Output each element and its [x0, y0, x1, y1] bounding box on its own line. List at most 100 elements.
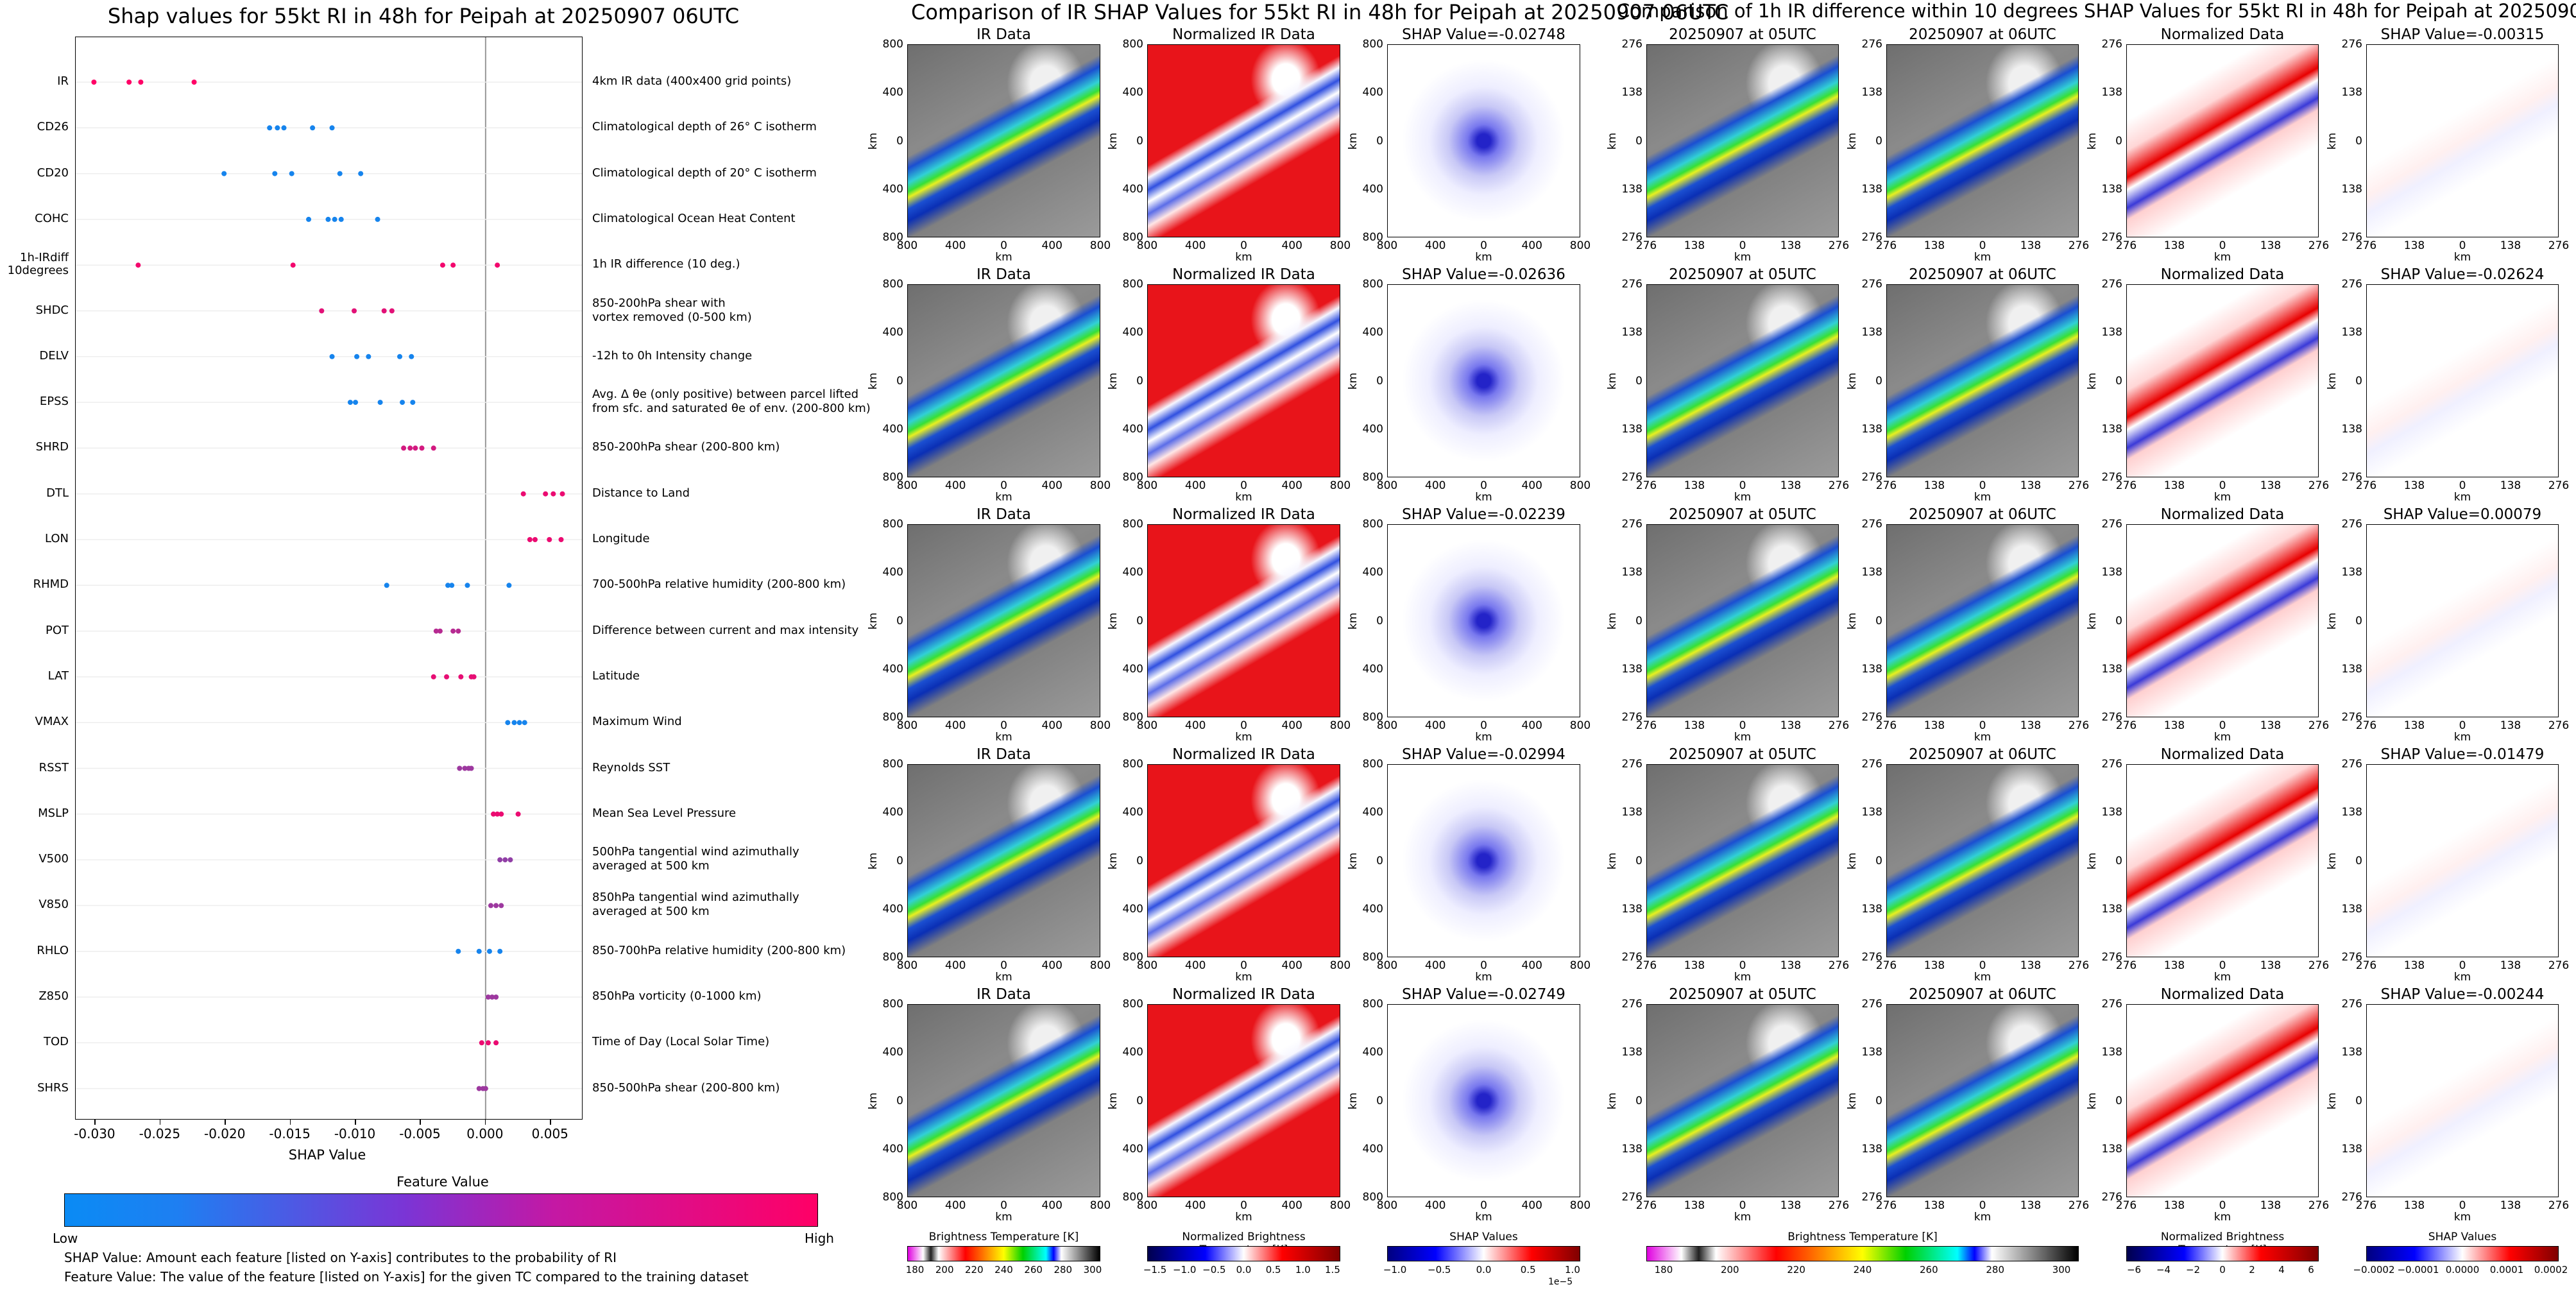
x-tick-label: 400 — [1425, 239, 1446, 252]
x-tick-label: 138 — [2500, 719, 2521, 732]
x-tick-label: -0.030 — [74, 1126, 115, 1141]
y-tick-label: 800 — [882, 471, 903, 484]
y-tick-label: 276 — [2341, 1191, 2362, 1204]
shap-point — [486, 948, 492, 954]
feature-description: 850hPa vorticity (0-1000 km) — [592, 989, 762, 1003]
y-axis-label: km — [1606, 612, 1619, 629]
ir-data-panel — [907, 524, 1100, 717]
feature-name: RSST — [38, 760, 69, 774]
colorbar — [1387, 1246, 1580, 1261]
feature-description: 850-700hPa relative humidity (200-800 km… — [592, 943, 846, 957]
x-tick-label: 0 — [1240, 959, 1247, 972]
y-axis-label: km — [867, 1092, 880, 1109]
x-axis-label: km — [1235, 251, 1252, 264]
shap-point — [505, 720, 511, 726]
y-tick-label: 138 — [1621, 1142, 1642, 1156]
x-tick-label: 138 — [2020, 719, 2042, 732]
shap-point — [497, 857, 503, 863]
normalized-diff-panel-title: Normalized Data — [2160, 266, 2285, 283]
y-tick-label: 800 — [1122, 951, 1143, 964]
x-tick-label: 138 — [1923, 719, 1945, 732]
y-tick-label: 0 — [2115, 374, 2122, 388]
x-tick-label: 0 — [1240, 479, 1247, 492]
colorbar-tick: 1.0 — [1565, 1264, 1580, 1276]
normalized-ir-panel-title: Normalized IR Data — [1172, 266, 1315, 283]
x-tick-label: 400 — [1521, 1199, 1542, 1212]
colorbar-tick: 0.0 — [1476, 1264, 1492, 1276]
shap-point — [400, 400, 405, 405]
y-axis-label: km — [1606, 1092, 1619, 1109]
ir-shap-panel-title: SHAP Value=-0.02994 — [1402, 746, 1565, 763]
shap-point — [476, 1086, 482, 1091]
x-tick-label: 0 — [1240, 1199, 1247, 1212]
x-tick-label: 0 — [1240, 719, 1247, 732]
colorbar-tick: 0 — [2219, 1264, 2226, 1276]
y-tick-label: 800 — [1362, 951, 1383, 964]
ir-shap-panel-title: SHAP Value=-0.02749 — [1402, 986, 1565, 1003]
x-axis-label: km — [1974, 1211, 1992, 1224]
shap-point — [495, 811, 500, 817]
feature-name: EPSS — [39, 395, 69, 409]
y-axis-label: km — [1846, 372, 1859, 389]
y-tick-label: 276 — [1621, 711, 1642, 724]
shap-point — [267, 125, 273, 131]
x-tick-mark — [355, 1120, 356, 1125]
y-axis-label: km — [1606, 132, 1619, 149]
x-tick-mark — [550, 1120, 551, 1125]
shap-point — [353, 400, 359, 405]
feature-description: 500hPa tangential wind azimuthally avera… — [592, 845, 799, 873]
irdiff-shap-panel — [2366, 764, 2559, 957]
colorbar-tick: 0.0002 — [2534, 1264, 2568, 1276]
ir-data-panel-title: IR Data — [977, 26, 1031, 43]
y-tick-label: 276 — [1861, 231, 1882, 244]
x-tick-label: 276 — [1828, 479, 1850, 492]
x-tick-label: 138 — [2163, 479, 2185, 492]
colorbar-label: Brightness Temperature [K] — [928, 1231, 1079, 1243]
feature-name: POT — [45, 623, 69, 637]
x-tick-label: 138 — [2020, 959, 2042, 972]
shap-point — [532, 537, 538, 542]
y-tick-label: 276 — [2341, 998, 2362, 1011]
x-tick-label: -0.015 — [269, 1126, 311, 1141]
x-tick-label: 400 — [1281, 719, 1302, 732]
x-tick-label: 400 — [1425, 479, 1446, 492]
ir-data-panel-title: IR Data — [977, 986, 1031, 1003]
irdiff-comparison-title: Comparison of 1h IR difference within 10… — [1617, 0, 2576, 22]
y-tick-label: 400 — [1362, 86, 1383, 99]
x-tick-label: 138 — [2500, 239, 2521, 252]
y-tick-label: 138 — [2101, 422, 2122, 436]
feature-name: LON — [44, 532, 69, 545]
shap-point — [401, 445, 407, 451]
y-tick-label: 138 — [2101, 566, 2122, 579]
x-tick-label: 400 — [1521, 479, 1542, 492]
y-tick-label: 400 — [1362, 902, 1383, 916]
x-axis-label: km — [1235, 491, 1252, 504]
x-tick-label: 276 — [1828, 959, 1850, 972]
x-tick-label: 276 — [1635, 1199, 1657, 1212]
y-tick-label: 0 — [1136, 854, 1143, 867]
colorbar-tick: 280 — [1986, 1264, 2004, 1276]
shap-point — [325, 216, 331, 222]
x-tick-label: 800 — [1136, 1199, 1158, 1212]
ir-05utc-panel — [1646, 44, 1839, 237]
y-tick-label: 800 — [1122, 518, 1143, 531]
shap-point — [511, 720, 517, 726]
feature-name: Z850 — [38, 989, 69, 1003]
ir-06utc-panel — [1886, 284, 2079, 477]
y-axis-label: km — [2086, 372, 2099, 389]
x-tick-label: 138 — [2403, 959, 2425, 972]
y-tick-label: 0 — [896, 614, 903, 627]
y-tick-label: 0 — [1875, 1094, 1882, 1107]
y-tick-label: 400 — [882, 806, 903, 819]
x-tick-label: 0 — [1979, 479, 1986, 492]
x-axis-label: km — [1734, 251, 1752, 264]
shap-point — [358, 171, 364, 176]
shap-point — [275, 125, 280, 131]
y-tick-label: 0 — [1376, 134, 1383, 148]
x-tick-label: 138 — [1780, 239, 1802, 252]
feature-name: VMAX — [35, 715, 69, 729]
shap-point — [306, 216, 312, 222]
y-tick-label: 400 — [1122, 566, 1143, 579]
x-tick-label: 276 — [2308, 239, 2330, 252]
y-tick-label: 276 — [2341, 471, 2362, 484]
